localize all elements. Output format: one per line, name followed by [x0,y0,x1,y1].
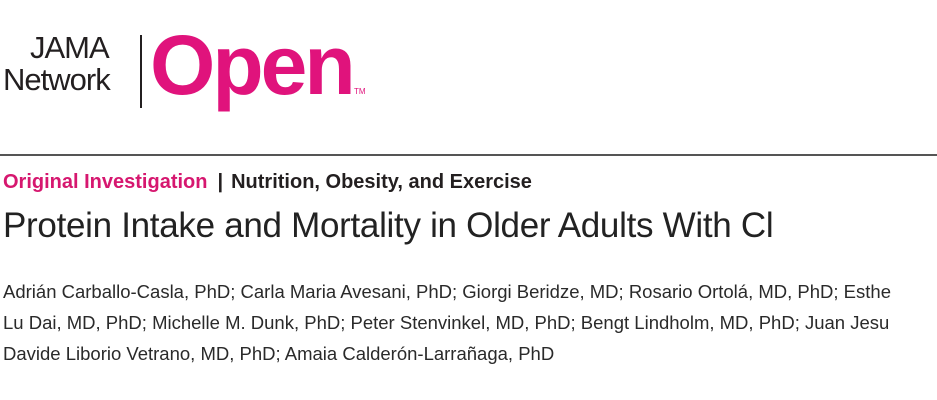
logo-open: Open [150,18,356,112]
separator: | [217,171,224,193]
logo-divider [140,35,142,108]
logo-jama: JAMA [30,30,110,65]
section-line: Original Investigation | Nutrition, Obesit… [3,171,532,194]
header-rule [0,154,937,156]
topic: Nutrition, Obesity, and Exercise [231,171,532,193]
logo-network: Network [3,62,111,97]
author-line: Davide Liborio Vetrano, MD, PhD; Amaia C… [3,343,555,364]
trademark: TM [354,87,366,96]
article-title: Protein Intake and Mortality in Older Ad… [3,206,774,245]
article-type: Original Investigation [3,171,208,193]
author-line: Lu Dai, MD, PhD; Michelle M. Dunk, PhD; … [3,312,890,333]
author-line: Adrián Carballo-Casla, PhD; Carla Maria … [3,281,891,302]
